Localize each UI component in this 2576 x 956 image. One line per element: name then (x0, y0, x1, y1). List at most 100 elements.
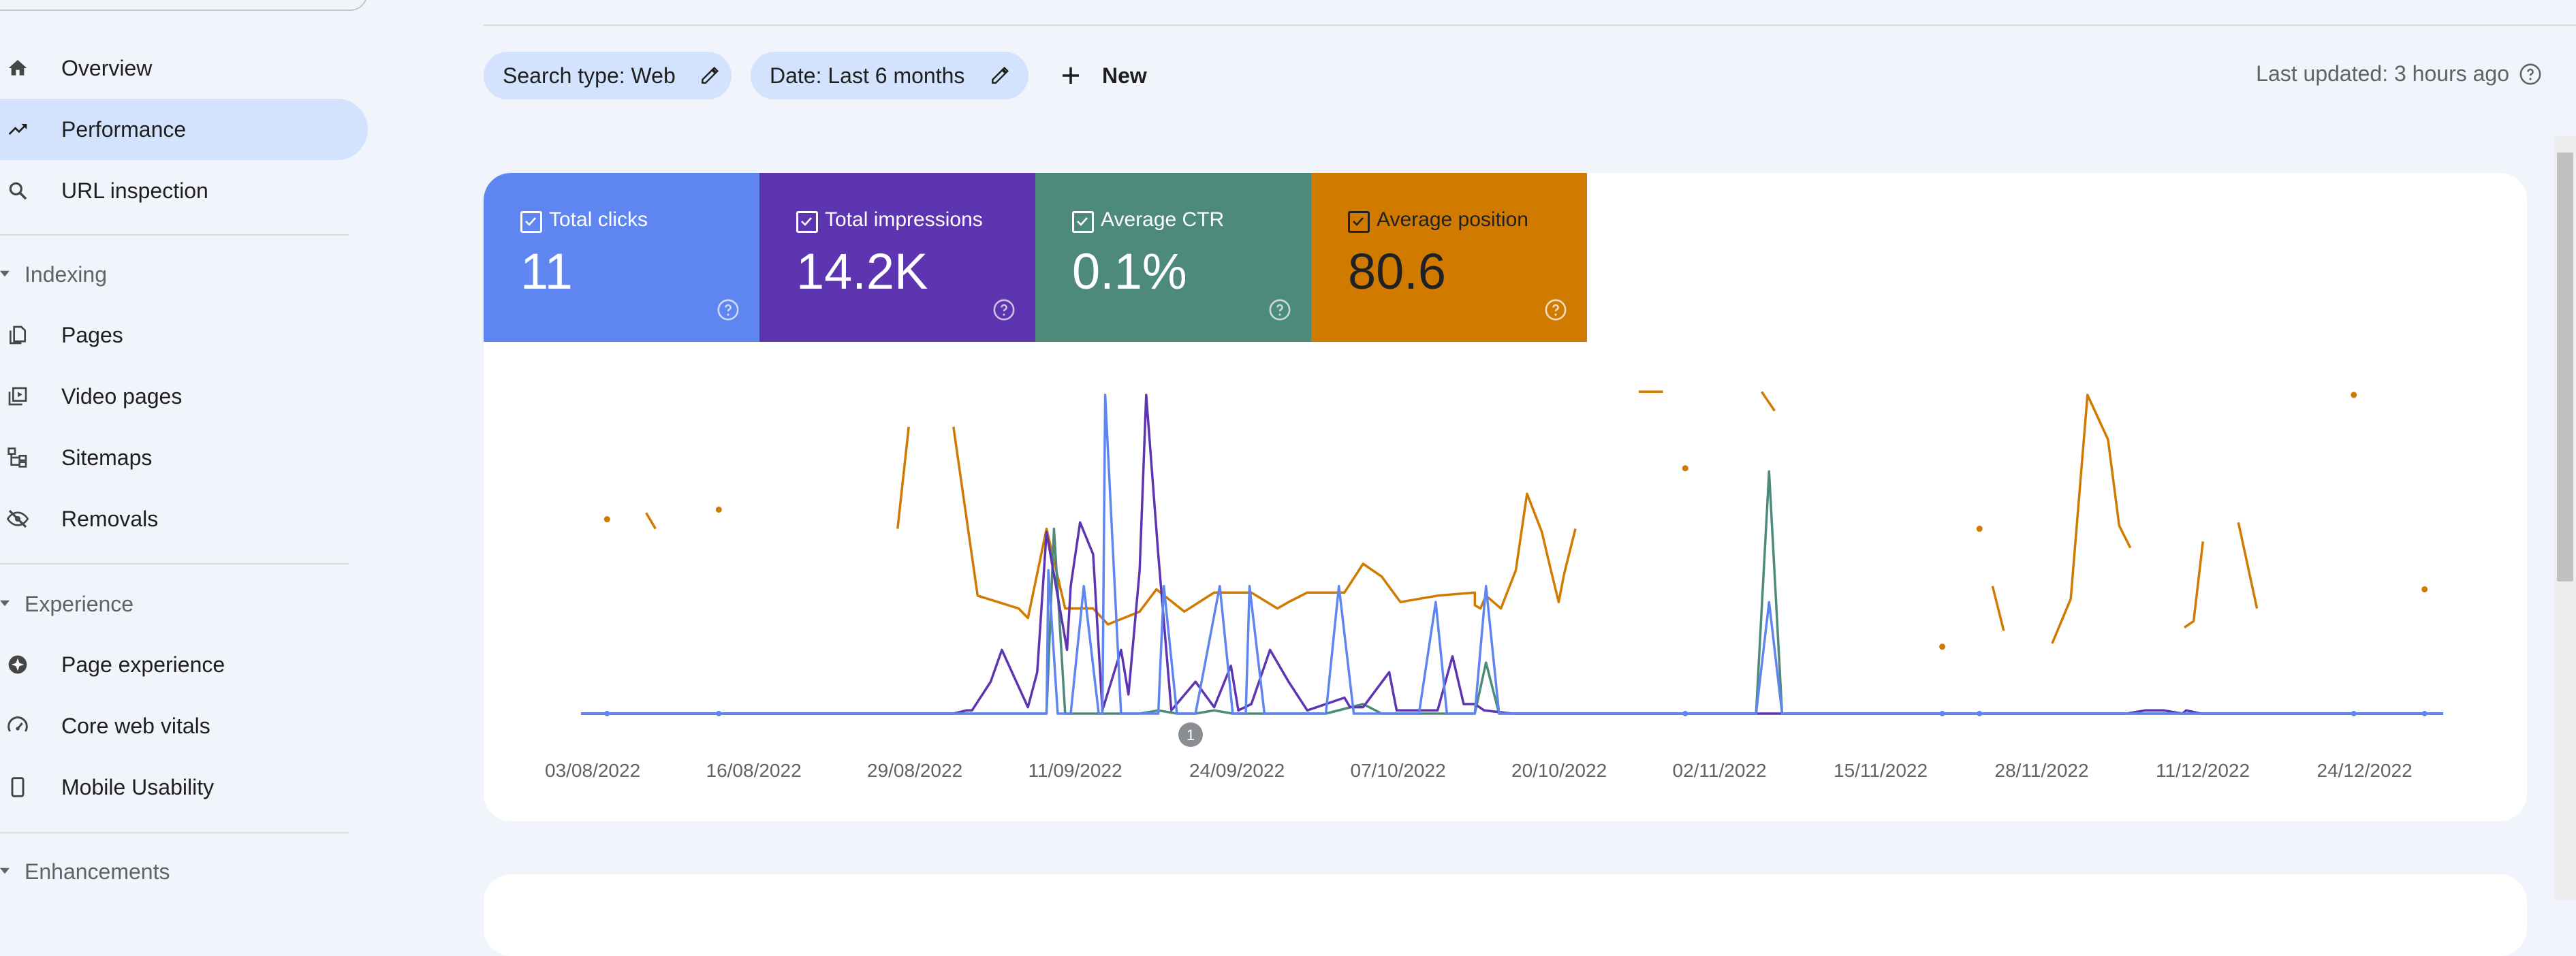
queries-table-card (484, 874, 2527, 956)
caret-down-icon (0, 270, 10, 277)
metric-label: Average CTR (1101, 208, 1225, 231)
data-point-average-position (715, 506, 722, 513)
property-selector[interactable] (0, 0, 368, 11)
metric-tile-total-impressions[interactable]: Total impressions 14.2K (759, 173, 1035, 342)
data-point-average-position (2351, 392, 2357, 398)
eye-off-icon (7, 509, 29, 528)
data-point-average-position (2421, 586, 2428, 592)
baseline-dot (2351, 711, 2357, 716)
sidebar-item-sitemaps[interactable]: Sitemaps (0, 427, 368, 488)
sidebar-item-page-experience[interactable]: Page experience (0, 634, 368, 695)
sidebar-item-mobile-usability[interactable]: Mobile Usability (0, 756, 368, 818)
sidebar-item-label: Mobile Usability (61, 775, 215, 799)
sidebar-item-label: Removals (61, 507, 159, 531)
metric-value: 80.6 (1348, 243, 1447, 300)
metric-tile-average-ctr[interactable]: Average CTR 0.1% (1035, 173, 1311, 342)
performance-chart-card: Total clicks 11 Total impressions 14.2K … (484, 173, 2527, 821)
x-tick-label: 16/08/2022 (706, 760, 802, 781)
metric-value: 0.1% (1072, 243, 1187, 300)
plus-icon (1063, 67, 1079, 84)
sidebar-item-label: Video pages (61, 384, 183, 409)
help-icon[interactable] (1544, 298, 1567, 321)
x-tick-label: 28/11/2022 (1995, 760, 2089, 781)
series-line-average-position (1991, 586, 2005, 631)
help-icon[interactable] (992, 298, 1016, 321)
smartphone-icon (11, 777, 25, 797)
metric-checkbox[interactable] (1072, 211, 1094, 233)
search-type-chip[interactable]: Search type: Web (484, 52, 732, 99)
metric-checkbox[interactable] (520, 211, 542, 233)
help-icon[interactable] (2519, 63, 2542, 86)
baseline-dot (1977, 711, 1983, 716)
series-line-average-position (2184, 541, 2205, 629)
metric-tile-total-clicks[interactable]: Total clicks 11 (484, 173, 759, 342)
metric-label: Average position (1377, 208, 1528, 231)
new-filter-label: New (1102, 63, 1147, 88)
metric-label: Total clicks (549, 208, 648, 231)
sidebar-item-label: Sitemaps (61, 445, 153, 470)
series-line-total-impressions (581, 394, 2443, 715)
caret-down-icon (0, 600, 10, 607)
data-point-average-position (1976, 526, 1983, 532)
series-line-average-position (2051, 394, 2132, 644)
sidebar-item-core-web-vitals[interactable]: Core web vitals (0, 695, 368, 756)
sidebar-item-performance[interactable]: Performance (0, 99, 368, 160)
page-experience-icon (8, 655, 27, 674)
video-pages-icon (8, 387, 27, 406)
sidebar-section-title: Enhancements (25, 859, 170, 884)
sidebar-item-label: Overview (61, 56, 153, 80)
help-icon[interactable] (717, 298, 740, 321)
sidebar-item-url-inspection[interactable]: URL inspection (0, 160, 368, 221)
baseline-dot (2421, 711, 2428, 716)
data-point-average-position (603, 516, 610, 523)
series-line-average-position (1760, 391, 1776, 412)
date-range-chip[interactable]: Date: Last 6 months (751, 52, 1028, 99)
scrollbar-thumb[interactable] (2557, 153, 2573, 581)
metric-checkbox[interactable] (1348, 211, 1370, 233)
sidebar-item-pages[interactable]: Pages (0, 304, 368, 366)
sidebar-item-removals[interactable]: Removals (0, 488, 368, 549)
pencil-icon[interactable] (989, 65, 1011, 86)
data-point-average-position (1682, 465, 1688, 472)
performance-line-chart[interactable]: 1 03/08/2022 16/08/2022 29/08/2022 11/09/202… (484, 173, 2527, 821)
pages-icon (10, 325, 26, 345)
pencil-icon[interactable] (699, 65, 721, 86)
x-tick-label: 11/09/2022 (1028, 760, 1122, 781)
x-tick-label: 11/12/2022 (2156, 760, 2250, 781)
header-divider (484, 25, 2576, 26)
help-icon[interactable] (1268, 298, 1291, 321)
x-tick-label: 02/11/2022 (1673, 760, 1767, 781)
baseline-dot (716, 711, 722, 716)
sidebar-item-label: Pages (61, 323, 123, 347)
sidebar-divider (0, 563, 349, 564)
metric-checkbox[interactable] (796, 211, 818, 233)
x-tick-label: 24/12/2022 (2317, 760, 2413, 781)
sidebar-divider (0, 832, 349, 833)
sidebar-item-label: Core web vitals (61, 714, 210, 738)
metric-value: 14.2K (796, 243, 928, 300)
check-icon (1077, 217, 1088, 226)
sidebar-item-label: URL inspection (61, 178, 208, 203)
x-tick-label: 15/11/2022 (1834, 760, 1928, 781)
metric-label: Total impressions (825, 208, 983, 231)
x-tick-label: 20/10/2022 (1511, 760, 1607, 781)
caret-down-icon (0, 867, 10, 874)
x-tick-label: 29/08/2022 (867, 760, 962, 781)
sidebar-section-title: Indexing (25, 262, 107, 287)
baseline-dot (604, 711, 610, 716)
chip-label: Date: Last 6 months (770, 63, 965, 88)
new-filter-button[interactable]: New (1049, 52, 1172, 99)
series-line-average-position (2237, 522, 2259, 609)
trending-up-icon (8, 124, 27, 135)
sitemap-icon (7, 447, 27, 468)
metric-tile-average-position[interactable]: Average position 80.6 (1311, 173, 1587, 342)
search-icon (9, 182, 27, 200)
series-line-total-clicks (581, 394, 2443, 715)
baseline-dot (1939, 711, 1945, 716)
x-tick-label: 07/10/2022 (1351, 760, 1446, 781)
gauge-icon (7, 716, 28, 732)
sidebar-item-label: Page experience (61, 652, 225, 677)
sidebar-section-title: Experience (25, 592, 134, 616)
sidebar-item-video-pages[interactable]: Video pages (0, 366, 368, 427)
sidebar-item-overview[interactable]: Overview (0, 37, 368, 99)
